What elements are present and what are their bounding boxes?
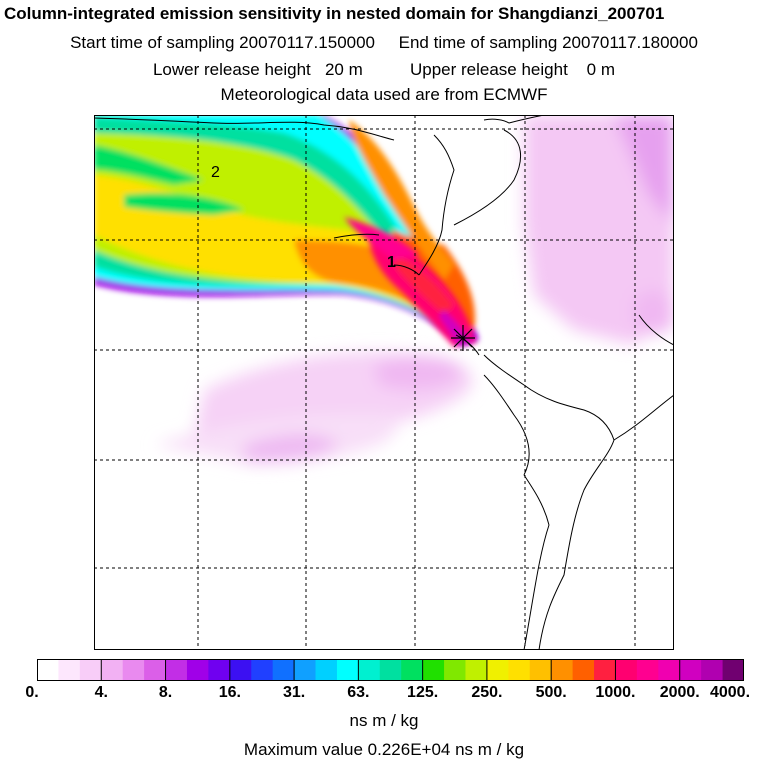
colorbar-cell <box>208 659 231 681</box>
colorbar-tick-label: 31. <box>282 684 306 701</box>
colorbar-cell <box>165 659 188 681</box>
colorbar-cell <box>315 659 338 681</box>
colorbar-cell <box>551 659 574 681</box>
colorbar-cell <box>486 659 509 681</box>
colorbar-cell <box>444 659 467 681</box>
colorbar-tick-label: 0. <box>25 684 39 701</box>
sampling-time-line: Start time of sampling 20070117.150000 E… <box>70 33 698 52</box>
colorbar-cell <box>229 659 252 681</box>
colorbar-cell <box>79 659 102 681</box>
colorbar-cell <box>58 659 81 681</box>
colorbar-cell <box>658 659 681 681</box>
colorbar-cell <box>508 659 531 681</box>
colorbar-tick-label: 125. <box>407 684 439 701</box>
star-marker-icon <box>451 325 475 351</box>
colorbar-cell <box>101 659 124 681</box>
colorbar-tick-label: 500. <box>535 684 567 701</box>
colorbar-cell <box>272 659 295 681</box>
colorbar-cell <box>594 659 617 681</box>
colorbar-tick-label: 1000. <box>595 684 636 701</box>
colorbar-cell <box>186 659 209 681</box>
colorbar-tick-label: 250. <box>471 684 503 701</box>
colorbar-tick-label: 63. <box>347 684 370 701</box>
colorbar-tick-label: 16. <box>218 684 241 701</box>
colorbar <box>37 659 744 681</box>
colorbar-units: ns m / kg <box>349 711 419 730</box>
colorbar-tick-label: 4000. <box>709 684 751 701</box>
emission-sensitivity-map: 1 2 <box>94 115 674 650</box>
colorbar-cell <box>37 659 60 681</box>
max-label-2: 2 <box>211 164 220 181</box>
colorbar-cell <box>636 659 659 681</box>
colorbar-cell <box>251 659 274 681</box>
colorbar-cell <box>701 659 724 681</box>
colorbar-tick-label: 4. <box>94 684 108 701</box>
colorbar-dividers <box>100 659 681 681</box>
colorbar-cell <box>529 659 552 681</box>
colorbar-tick-label: 2000. <box>659 684 700 701</box>
release-height-line: Lower release height 20 m Upper release … <box>152 60 616 79</box>
maximum-value: Maximum value 0.226E+04 ns m / kg <box>243 740 525 759</box>
coastline <box>94 115 674 650</box>
colorbar-cell <box>294 659 317 681</box>
colorbar-cell <box>379 659 402 681</box>
colorbar-cell <box>401 659 424 681</box>
colorbar-cell <box>422 659 445 681</box>
max-label-1: 1 <box>387 254 396 271</box>
map-title: Column-integrated emission sensitivity i… <box>4 4 665 23</box>
colorbar-cell <box>358 659 381 681</box>
colorbar-cell <box>122 659 145 681</box>
map-grid <box>94 115 674 650</box>
colorbar-cell <box>722 659 744 681</box>
colorbar-cells <box>37 659 744 681</box>
colorbar-cell <box>679 659 702 681</box>
colorbar-tick-label: 8. <box>158 684 173 701</box>
colorbar-cell <box>144 659 167 681</box>
colorbar-cell <box>615 659 638 681</box>
met-data-line: Meteorological data used are from ECMWF <box>220 85 548 104</box>
colorbar-cell <box>572 659 595 681</box>
low-sensitivity-field <box>154 115 674 465</box>
colorbar-cell <box>465 659 488 681</box>
colorbar-cell <box>336 659 359 681</box>
